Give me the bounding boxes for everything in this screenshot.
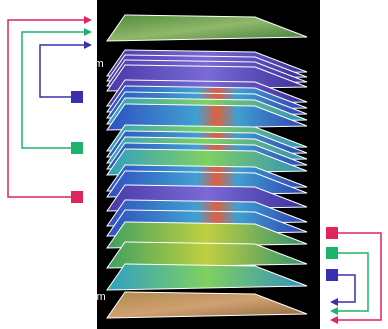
arrowhead: [84, 28, 92, 36]
arrowhead: [330, 298, 338, 306]
arrow: [8, 20, 84, 197]
band-marker: [71, 142, 83, 154]
arrowhead: [84, 41, 92, 49]
band-marker: [326, 269, 338, 281]
arrowhead: [330, 307, 338, 315]
band-marker: [71, 191, 83, 203]
page: 400nm 800nm (() => { const data = JSON.p…: [0, 0, 388, 329]
band-marker: [71, 91, 83, 103]
arrow: [40, 45, 84, 97]
band-marker: [326, 227, 338, 239]
hyperspectral-cube-diagram: 400nm 800nm: [0, 0, 388, 329]
wavelength-label: 800nm: [72, 291, 106, 303]
left-arrows: [8, 16, 92, 197]
arrow: [22, 32, 84, 148]
arrow: [332, 233, 381, 320]
arrowhead: [330, 316, 338, 324]
arrowhead: [84, 16, 92, 24]
wavelength-label: 400nm: [70, 58, 104, 70]
band-marker: [326, 247, 338, 259]
